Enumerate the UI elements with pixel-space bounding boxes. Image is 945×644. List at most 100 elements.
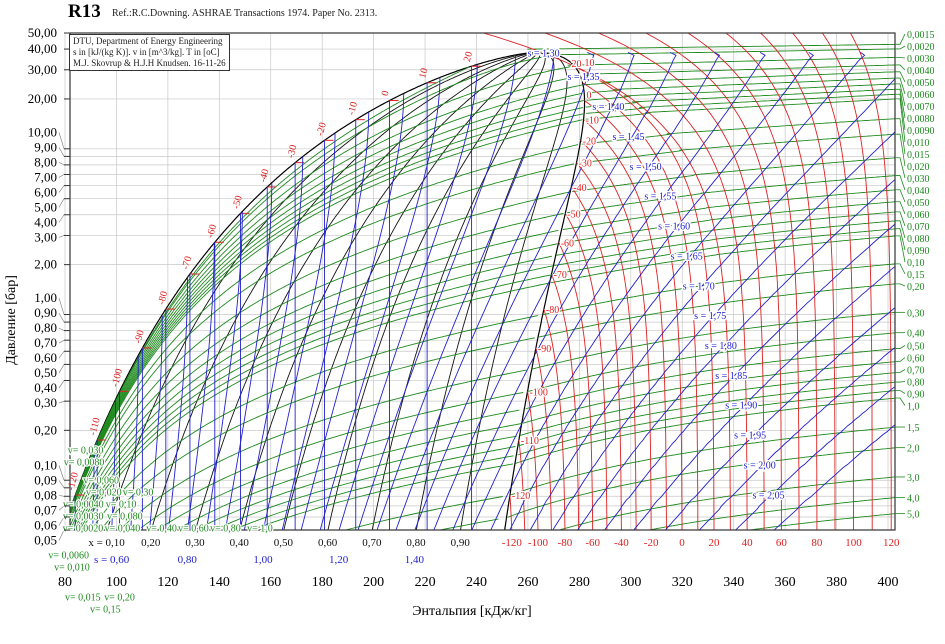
isochore-dome-label: v= 0,20 [104,593,135,604]
isentrope-bottom-label: 1,20 [329,554,349,566]
y-tick-label: 0,90 [34,305,57,320]
isochore-line [586,83,895,101]
isentrope-vapor-label-group: s = 1,75 [693,310,728,324]
isotherm-bottom-label-group: 80 [811,537,823,549]
isentrope-bottom-label-group: 1,40 [405,554,425,566]
y-tick-label: 50,00 [28,25,57,40]
isochore-tick [895,381,906,383]
isotherm-bottom-label: 40 [742,537,754,549]
isotherm-bottom-label: -120 [502,537,523,549]
isotherm-line [564,213,608,530]
isochore-line [585,88,895,108]
isochore-label: 0,15 [907,270,925,281]
quality-label-group: 0,20 [141,537,161,549]
isochore-tick [895,64,906,71]
isochore-dome-label: v= 0,60 [178,524,209,535]
y-tick-leader [58,235,65,238]
isochore-line [581,118,895,145]
isochore-tick [895,83,906,107]
isochore-line [75,255,552,530]
isochore-tick [895,157,906,179]
y-tick-label: 2,00 [34,257,57,272]
isotherm-liquid-label-group: -80 [156,290,170,306]
x-tick-label: 140 [209,575,230,590]
isentrope-line [262,133,336,530]
y-tick-leader [58,147,65,157]
y-tick-label: 0,05 [34,532,57,547]
isentrope-line [433,279,551,530]
isentrope-line [509,52,866,530]
isochore-label: 1,0 [907,402,920,413]
isentrope-vapor-label: s = 1,30 [528,48,560,59]
isochore-tick [895,345,906,349]
isochore-label: 0,30 [907,308,925,319]
isochore-line [70,92,583,515]
isentrope-vapor-label: s = 1,50 [630,162,662,173]
isotherm-liquid-label: -80 [156,290,170,306]
isotherm-liquid-label: -30 [285,144,299,160]
isochore-dome-label: v= 0,010 [54,563,90,574]
isochore-label: 3,0 [907,473,920,484]
isentrope-bottom-label-group: s = 0,60 [94,554,130,566]
x-tick-label: 160 [260,575,281,590]
isotherm-line [821,33,873,530]
isochore-dome-label: v= 0,0030 [63,512,104,523]
y-tick-leader [58,351,65,359]
isochore-tick [895,118,906,155]
isochore-label: 0,050 [907,198,930,209]
isotherm-line [580,139,652,530]
y-tick-leader [58,495,65,497]
y-tick-leader [58,198,65,208]
isochore-dome-label-group: v= 0,0030 [62,510,105,524]
isotherm-vapor-label: -120 [512,491,530,502]
quality-label-group: 0,90 [451,537,471,549]
isochore-line [70,191,570,528]
x-tick-label: 200 [363,575,384,590]
isochore-line [70,66,470,512]
y-tick-leader [58,364,65,374]
y-tick-leader [58,214,65,223]
isentrope-line [357,55,516,530]
plot-frame [69,32,896,531]
isotherm-liquid-label: -10 [346,101,360,117]
isentrope-vapor-label-group: s = 1,95 [733,429,768,443]
isentrope-line [414,187,572,530]
saturation-dome [70,51,586,530]
isochore-tick [895,98,906,143]
isochore-tick [895,88,906,119]
isentrope-vapor-label: s = 1,40 [592,102,624,113]
y-tick-leader [58,505,65,511]
y-tick-label: 0,09 [34,472,57,487]
isochore-label: 0,015 [907,150,930,161]
isentrope-line [665,306,895,530]
isochore-label: 0,10 [907,258,925,269]
isochore-label: 0,0015 [907,30,935,41]
isochore-line [563,189,895,230]
quality-label-group: 0,60 [318,537,338,549]
isentrope-vapor-label: s = 1,65 [671,251,703,262]
label-leaders [58,33,906,541]
isochore-label: 0,0060 [907,90,935,101]
isentrope-line [584,51,595,86]
isochore-line [71,229,559,530]
isochore-label: 4,0 [907,494,920,505]
isochore-label: 0,080 [907,234,930,245]
isotherm-vapor-label: -90 [538,344,551,355]
y-tick-leader [58,185,65,193]
isochore-dome-label: v= 0,015 [65,593,101,604]
isotherm-bottom-label-group: -80 [558,537,573,549]
isotherm-bottom-label-group: 60 [776,537,788,549]
isentrope-vapor-label: s = 1,45 [612,132,644,143]
y-tick-label: 3,00 [34,229,57,244]
y-tick-leader [58,174,65,178]
isochore-line [550,235,895,284]
isochore-line [646,497,895,530]
isochore-line [70,113,584,517]
isochore-tick [895,45,906,50]
isochore-label: 0,090 [907,246,930,257]
isentrope-vapor-label: s = 1,80 [705,341,737,352]
isochore-line [509,426,895,496]
isotherm-vapor-label: -40 [573,183,586,194]
isentrope-vapor-label: s = 1,90 [725,401,757,412]
info-line: DTU, Department of Energy Engineering [73,36,223,46]
